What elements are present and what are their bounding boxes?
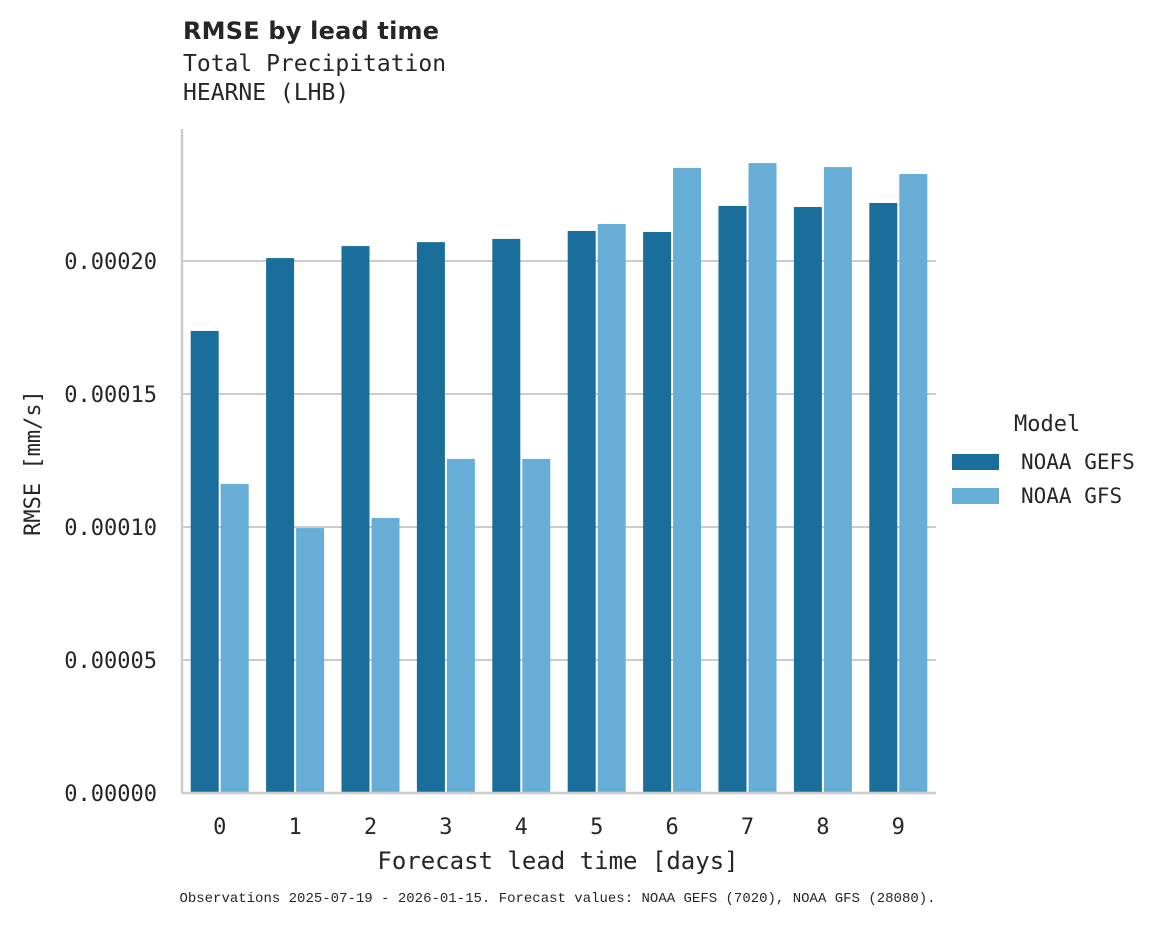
bar-noaa-gfs — [522, 458, 551, 793]
x-tick-label: 2 — [364, 815, 377, 840]
bar-noaa-gfs — [597, 224, 626, 793]
bar-noaa-gefs — [492, 238, 521, 793]
y-tick-label: 0.00005 — [64, 649, 157, 674]
y-tick-label: 0.00015 — [64, 383, 157, 408]
bar-noaa-gfs — [823, 167, 852, 794]
y-tick-labels: 0.00000 0.00005 0.00010 0.00015 0.00020 — [64, 250, 157, 807]
chart-subtitle-station: HEARNE (LHB) — [183, 80, 350, 106]
x-tick-label: 8 — [816, 815, 829, 840]
y-axis-label: RMSE [mm/s] — [21, 390, 46, 536]
legend: Model NOAA GEFS NOAA GFS — [952, 412, 1135, 513]
bar-noaa-gefs — [643, 232, 672, 794]
chart-subtitle-variable: Total Precipitation — [183, 51, 447, 77]
x-tick-labels: 0 1 2 3 4 5 6 7 8 9 — [213, 815, 905, 840]
legend-label-gefs: NOAA GEFS — [1021, 450, 1135, 474]
legend-title: Model — [1014, 412, 1081, 437]
bar-noaa-gefs — [793, 207, 822, 793]
bar-noaa-gefs — [341, 246, 370, 793]
bar-noaa-gefs — [869, 203, 898, 794]
bar-noaa-gefs — [190, 330, 219, 793]
bar-noaa-gefs — [718, 205, 747, 794]
bar-noaa-gfs — [446, 458, 475, 793]
legend-swatch-gefs — [952, 454, 999, 470]
axes — [180, 129, 936, 795]
x-tick-label: 3 — [439, 815, 452, 840]
chart-title: RMSE by lead time — [183, 17, 440, 45]
bar-noaa-gfs — [296, 528, 325, 793]
bar-noaa-gfs — [899, 174, 928, 793]
legend-item-gfs: NOAA GFS — [952, 479, 1135, 513]
x-tick-label: 9 — [892, 815, 905, 840]
legend-label-gfs: NOAA GFS — [1021, 484, 1123, 508]
x-tick-label: 5 — [590, 815, 603, 840]
x-tick-label: 0 — [213, 815, 226, 840]
bar-noaa-gefs — [266, 258, 295, 794]
bar-noaa-gfs — [673, 167, 702, 793]
bar-noaa-gfs — [220, 483, 249, 793]
legend-item-gefs: NOAA GEFS — [952, 445, 1135, 479]
x-tick-label: 7 — [741, 815, 754, 840]
x-axis-label: Forecast lead time [days] — [377, 847, 738, 875]
x-tick-label: 4 — [515, 815, 528, 840]
bar-noaa-gfs — [748, 163, 777, 793]
x-tick-label: 1 — [288, 815, 301, 840]
y-tick-label: 0.00010 — [64, 516, 157, 541]
x-tick-label: 6 — [665, 815, 678, 840]
bar-noaa-gfs — [371, 517, 400, 793]
bars — [190, 163, 928, 794]
y-gridlines — [182, 260, 936, 661]
footnote: Observations 2025-07-19 - 2026-01-15. Fo… — [179, 891, 936, 907]
legend-swatch-gfs — [952, 488, 999, 504]
bar-noaa-gefs — [567, 230, 596, 793]
bar-noaa-gefs — [416, 242, 445, 793]
y-tick-label: 0.00000 — [64, 782, 157, 807]
y-tick-label: 0.00020 — [64, 250, 157, 275]
